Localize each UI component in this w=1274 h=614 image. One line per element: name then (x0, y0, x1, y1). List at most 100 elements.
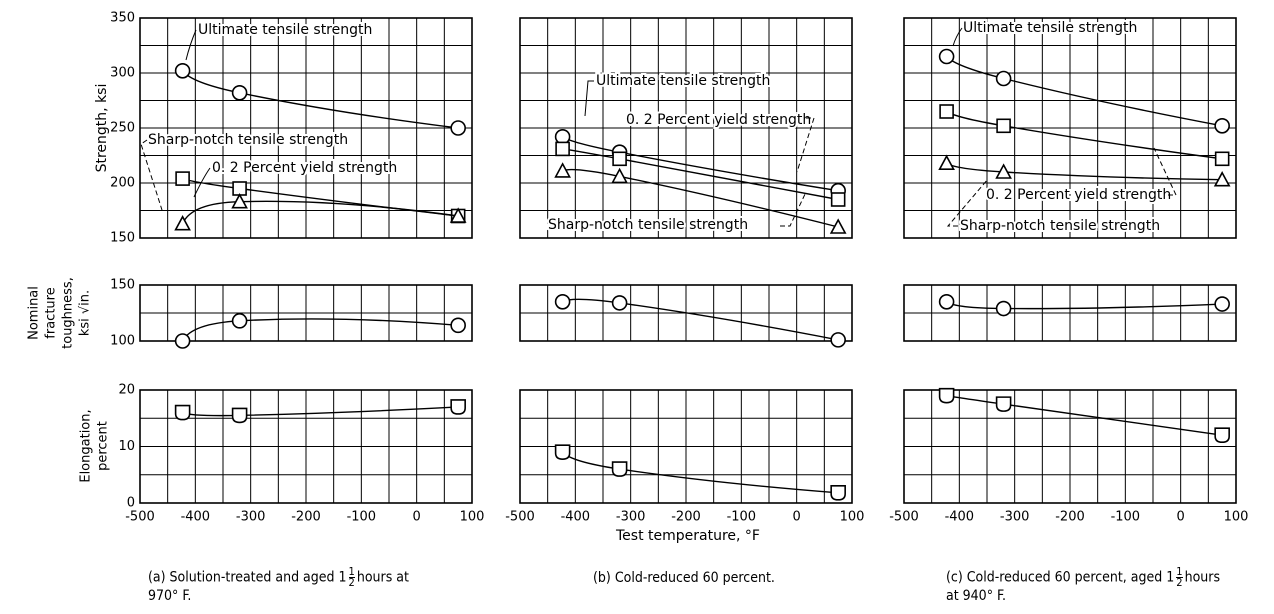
plot-frame (139, 17, 473, 239)
caption-c-text-end: hours (1184, 569, 1221, 586)
panel-c-toughness-grid (903, 284, 1237, 342)
y-axis-title-strength: Strength, ksi (94, 84, 110, 173)
plot-frame (519, 284, 853, 342)
y-axis-title-toughness: ksi √in. (78, 290, 93, 336)
series-yield-strength-point (1214, 151, 1230, 167)
caption-a-text-end: hours at (356, 569, 409, 586)
x-tick-label: -100 (347, 510, 377, 525)
x-tick-label: -500 (125, 510, 155, 525)
series-toughness-point (450, 317, 466, 334)
plot-frame (903, 284, 1237, 342)
series-sharp-notch-point (1213, 171, 1231, 187)
series-ultimate-tensile-point (450, 120, 466, 136)
caption-c: (c) Cold-reduced 60 percent, aged 1 1 2 hou… (946, 566, 1221, 605)
series-ultimate-tensile-line (946, 55, 1223, 127)
series-elongation-point (174, 404, 191, 421)
series-sharp-notch-point (611, 167, 628, 184)
caption-a: (a) Solution-treated and aged 1 1 2 hours a… (148, 565, 409, 605)
y-axis-title-toughness: Nominal (27, 286, 42, 340)
plot-frame (903, 17, 1237, 239)
series-ultimate-tensile-point (174, 63, 191, 79)
plot-frame (519, 17, 853, 239)
series-elongation-point (830, 485, 846, 501)
x-tick-label: -300 (616, 510, 646, 525)
leader-line (1153, 147, 1177, 196)
caption-c-text: (c) Cold-reduced 60 percent, aged 1 (946, 569, 1175, 586)
label-ultimate-tensile-strength: Ultimate tensile strength (596, 73, 770, 89)
series-yield-strength-point (939, 104, 954, 119)
leader-line (946, 178, 989, 227)
series-yield-strength-line (946, 110, 1223, 160)
series-sharp-notch-point (554, 162, 571, 178)
panel-a-elongation-grid: 0 10 20 (118, 383, 473, 511)
y-axis-title-toughness: toughness, (61, 277, 76, 349)
x-tick-label: -300 (236, 510, 266, 525)
label-sharp-notch-strength: Sharp-notch tensile strength (548, 217, 748, 233)
series-elongation-point (231, 407, 248, 424)
panel-b-strength-grid (519, 17, 853, 239)
x-tick-label: -300 (1000, 510, 1030, 525)
leader-line (796, 117, 815, 173)
series-ultimate-tensile-point (231, 85, 248, 101)
y-tick-label: 100 (110, 334, 135, 349)
series-toughness-point (231, 313, 248, 329)
x-tick-label: 100 (1224, 510, 1249, 525)
series-ultimate-tensile-line (562, 136, 839, 192)
series-ultimate-tensile-point (995, 70, 1012, 87)
y-tick-label: 20 (118, 383, 135, 398)
plot-frame (903, 389, 1237, 504)
leader-line (584, 80, 594, 117)
series-sharp-notch-point (995, 163, 1012, 179)
series-elongation-line (562, 451, 839, 494)
plot-frame (139, 284, 473, 342)
leader-line (193, 167, 211, 198)
y-tick-label: 150 (110, 231, 135, 246)
label-sharp-notch-strength: Sharp-notch tensile strength (960, 218, 1160, 234)
series-sharp-notch-line (946, 162, 1223, 181)
series-elongation-point (611, 461, 628, 477)
x-tick-label: -100 (1111, 510, 1141, 525)
x-tick-label: -400 (181, 510, 211, 525)
x-tick-label: -400 (945, 510, 975, 525)
x-tick-label: -200 (1055, 510, 1085, 525)
y-tick-label: 10 (118, 439, 135, 454)
y-tick-label: 300 (110, 66, 135, 81)
series-sharp-notch-line (562, 168, 839, 228)
series-toughness-point (611, 295, 628, 311)
series-yield-strength-point (555, 141, 570, 157)
x-tick-label: 0 (793, 510, 801, 525)
x-tick-label: -500 (505, 510, 535, 525)
series-sharp-notch-point (231, 193, 248, 209)
caption-b: (b) Cold-reduced 60 percent. (593, 570, 775, 587)
y-tick-label: 150 (110, 278, 135, 293)
series-toughness-line (946, 301, 1223, 310)
series-toughness-point (174, 333, 191, 349)
y-axis-title-elongation: Elongation, (79, 409, 94, 482)
label-yield-strength: 0. 2 Percent yield strength (212, 160, 397, 176)
leader-line (952, 27, 963, 47)
x-tick-label: -400 (561, 510, 591, 525)
plot-frame (139, 389, 473, 504)
label-sharp-notch-strength: Sharp-notch tensile strength (148, 132, 348, 148)
label-yield-strength: 0. 2 Percent yield strength (626, 112, 811, 128)
x-tick-label: 0 (1177, 510, 1185, 525)
caption-b-text: (b) Cold-reduced 60 percent. (593, 570, 775, 586)
panel-a-toughness-grid: 100 150 (110, 278, 473, 349)
label-yield-strength: 0. 2 Percent yield strength (986, 187, 1171, 203)
caption-a-text: (a) Solution-treated and aged 1 (148, 569, 347, 586)
x-tick-label: -100 (727, 510, 757, 525)
series-yield-strength-point (612, 151, 627, 167)
series-toughness-point (995, 300, 1012, 317)
label-ultimate-tensile-strength: Ultimate tensile strength (963, 20, 1137, 36)
x-tick-label: -500 (889, 510, 919, 525)
series-elongation-line (182, 406, 459, 417)
x-tick-label: -200 (671, 510, 701, 525)
y-axis-title-toughness: fracture (44, 287, 59, 338)
series-sharp-notch-point (938, 154, 955, 170)
caption-c-line2: at 940° F. (946, 588, 1006, 604)
series-ultimate-tensile-point (938, 48, 955, 65)
label-ultimate-tensile-strength: Ultimate tensile strength (198, 22, 372, 38)
series-yield-strength-point (175, 171, 190, 186)
